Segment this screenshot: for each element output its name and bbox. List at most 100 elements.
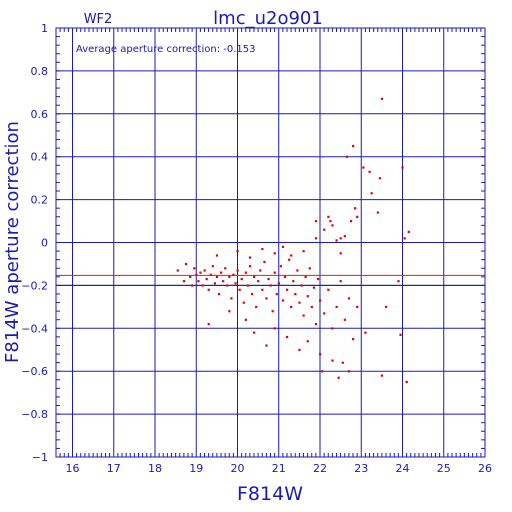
data-point xyxy=(339,237,342,240)
data-point xyxy=(211,265,214,268)
data-point xyxy=(407,230,410,233)
x-tick-label: 21 xyxy=(272,462,286,475)
data-point xyxy=(234,282,237,285)
data-point xyxy=(215,254,219,257)
data-point xyxy=(312,286,316,289)
y-tick-label: −0.2 xyxy=(21,279,48,292)
data-point xyxy=(199,271,202,274)
y-tick-label: −0.4 xyxy=(21,322,48,335)
data-point xyxy=(255,305,258,309)
data-point xyxy=(283,275,287,279)
data-point xyxy=(195,273,198,276)
average-annotation: Average aperture correction: -0.153 xyxy=(76,44,256,55)
x-tick-label: 24 xyxy=(396,462,410,475)
data-point xyxy=(273,271,276,274)
data-point xyxy=(343,235,346,238)
chart-subtitle: WF2 xyxy=(84,12,113,27)
data-point xyxy=(335,239,338,242)
data-point xyxy=(288,258,291,261)
data-point xyxy=(222,280,225,283)
data-point xyxy=(290,254,293,257)
data-point xyxy=(203,269,206,272)
data-point xyxy=(269,284,272,287)
data-point xyxy=(273,327,276,330)
data-point xyxy=(261,288,264,291)
data-point xyxy=(323,312,326,315)
data-point xyxy=(331,224,334,227)
data-point xyxy=(230,297,233,300)
data-point xyxy=(300,284,303,287)
data-point xyxy=(277,282,280,285)
data-point xyxy=(405,380,408,384)
data-point xyxy=(236,269,239,272)
data-point xyxy=(182,280,186,283)
data-point xyxy=(248,256,252,259)
data-point xyxy=(362,166,365,169)
data-point xyxy=(380,97,384,100)
data-point xyxy=(265,344,268,347)
data-point xyxy=(380,374,384,377)
data-point xyxy=(370,192,373,195)
y-tick-label: 0.4 xyxy=(31,151,49,164)
data-point xyxy=(331,359,334,362)
data-point xyxy=(197,280,200,283)
data-point xyxy=(281,245,285,248)
data-point xyxy=(306,340,309,343)
data-point xyxy=(337,376,340,379)
data-point xyxy=(319,299,322,302)
data-point xyxy=(339,280,342,283)
y-tick-label: −0.8 xyxy=(21,408,48,421)
chart-title: lmc_u2o901 xyxy=(213,8,323,29)
x-tick-label: 23 xyxy=(354,462,368,475)
data-point xyxy=(298,301,301,304)
x-tick-label: 19 xyxy=(189,462,203,475)
data-point xyxy=(347,370,351,373)
data-point xyxy=(314,323,318,326)
data-point xyxy=(306,295,309,298)
x-tick-label: 18 xyxy=(148,462,162,475)
data-point xyxy=(349,220,353,223)
data-point xyxy=(354,207,357,210)
data-point xyxy=(298,348,301,351)
data-point xyxy=(310,305,313,309)
data-point xyxy=(304,275,307,279)
data-point xyxy=(201,284,204,287)
data-point xyxy=(189,275,192,279)
data-point xyxy=(271,310,274,313)
data-point xyxy=(213,282,217,285)
data-point xyxy=(265,297,268,300)
data-point xyxy=(343,318,346,321)
data-point xyxy=(323,228,326,231)
data-point xyxy=(184,262,188,266)
data-point xyxy=(259,269,262,272)
data-point xyxy=(294,292,297,296)
data-point xyxy=(327,215,330,218)
data-point xyxy=(191,284,194,287)
data-point xyxy=(352,144,355,148)
data-point xyxy=(286,335,289,339)
data-point xyxy=(236,250,239,253)
x-axis-label: F814W xyxy=(237,483,303,505)
data-point xyxy=(335,305,338,309)
data-point xyxy=(321,370,324,373)
x-tick-label: 20 xyxy=(231,462,245,475)
data-point xyxy=(226,284,229,287)
data-point xyxy=(224,267,227,270)
data-point xyxy=(240,277,243,281)
data-point xyxy=(273,252,276,255)
data-point xyxy=(341,361,344,364)
data-point xyxy=(217,292,221,296)
data-point xyxy=(209,273,212,276)
data-point xyxy=(316,277,320,281)
data-point xyxy=(331,327,334,330)
data-point xyxy=(401,166,404,169)
data-point xyxy=(242,301,245,304)
data-point xyxy=(286,288,289,291)
data-point xyxy=(347,297,351,300)
data-point xyxy=(368,170,371,173)
data-point xyxy=(250,292,254,296)
y-tick-label: −1 xyxy=(32,451,48,464)
data-point xyxy=(244,271,247,274)
data-point xyxy=(244,318,247,321)
